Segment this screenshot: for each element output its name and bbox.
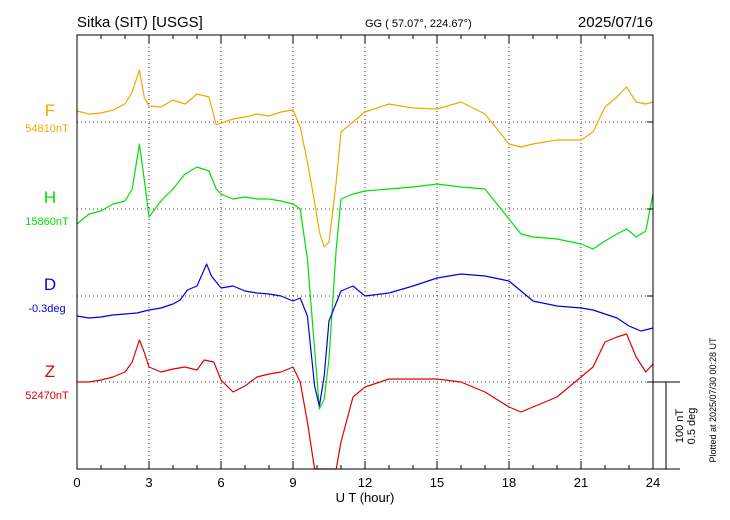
x-tick-label: 18 xyxy=(502,475,516,490)
series-baseline-D: -0.3deg xyxy=(28,303,65,315)
trace-D xyxy=(76,263,654,407)
trace-Z xyxy=(77,333,654,470)
series-name-F: F xyxy=(45,101,55,120)
x-tick-label: 24 xyxy=(646,475,660,490)
label-layer: F 54810nT H 15860nT D -0.3deg Z 52470nT xyxy=(25,101,69,402)
series-baseline-F: 54810nT xyxy=(25,123,69,135)
coords-label: GG ( 57.07°, 224.67°) xyxy=(365,18,472,30)
scale-bar-nt-label: 100 nT xyxy=(674,409,686,444)
series-baseline-Z: 52470nT xyxy=(25,390,69,402)
date-label: 2025/07/16 xyxy=(578,14,653,31)
x-tick-label: 9 xyxy=(289,475,296,490)
trace-F xyxy=(76,69,654,248)
plotted-at-label: Plotted at 2025/07/30 00:28 UT xyxy=(708,337,718,463)
x-axis-label: U T (hour) xyxy=(336,490,395,505)
x-tick-label: 15 xyxy=(430,475,444,490)
x-tick-label: 21 xyxy=(574,475,588,490)
x-tick-label: 0 xyxy=(73,475,80,490)
series-baseline-H: 15860nT xyxy=(25,216,69,228)
station-title: Sitka (SIT) [USGS] xyxy=(77,14,203,31)
grid-layer xyxy=(77,35,653,469)
axis-layer: 0 3 6 9 12 15 18 21 24 xyxy=(73,35,660,490)
series-name-H: H xyxy=(44,188,56,207)
series-name-Z: Z xyxy=(45,362,55,381)
trace-H xyxy=(76,143,654,410)
scale-bar xyxy=(653,381,680,470)
series-name-D: D xyxy=(44,275,56,294)
x-tick-label: 3 xyxy=(145,475,152,490)
x-tick-label: 6 xyxy=(217,475,224,490)
x-tick-label: 12 xyxy=(358,475,372,490)
scale-bar-deg-label: 0.5 deg xyxy=(686,408,698,445)
trace-layer xyxy=(76,69,654,470)
